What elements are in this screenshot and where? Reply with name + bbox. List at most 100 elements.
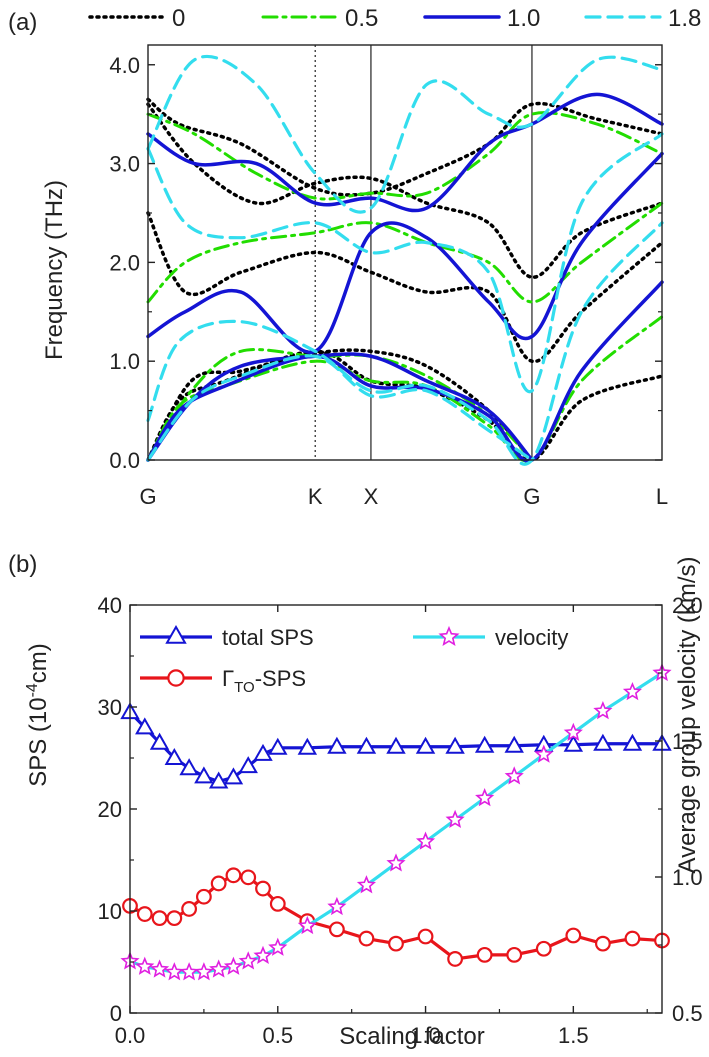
- plot-frame-b: [129, 604, 663, 1014]
- circle-marker: [240, 869, 257, 886]
- band-line-0: [146, 97, 664, 197]
- y2-tick-label: 0.5: [672, 1001, 703, 1026]
- band-line-1.0: [146, 151, 664, 355]
- triangle-marker: [297, 737, 318, 755]
- star-marker: [356, 875, 377, 894]
- band-line-1.8: [146, 221, 664, 466]
- x-tick-label: G: [139, 484, 156, 509]
- x-tick-label: X: [364, 484, 379, 509]
- legend-label-velocity: velocity: [495, 625, 568, 650]
- band-line-1.8: [146, 354, 534, 462]
- triangle-marker: [165, 624, 187, 644]
- circle-marker: [210, 875, 227, 892]
- x-axis-label-b: Scaling factor: [339, 1023, 484, 1050]
- x-tick-label: 0.5: [262, 1023, 293, 1048]
- y-tick-label: 2.0: [109, 250, 140, 275]
- y-axis-label-b-sup: -4: [24, 683, 41, 697]
- legend-gamma-tail: -SPS: [255, 666, 306, 691]
- x-tick-label: 0.0: [115, 1023, 146, 1048]
- x-tick-label: 1.5: [558, 1023, 589, 1048]
- legend-label-gamma-sps: ΓTO-SPS: [222, 666, 306, 696]
- star-marker: [253, 945, 273, 965]
- y-axis-label-b: SPS (10-4cm): [24, 643, 52, 787]
- triangle-marker: [268, 737, 288, 755]
- star-marker: [223, 956, 244, 975]
- star-marker: [504, 766, 524, 785]
- band-line-0: [146, 211, 664, 363]
- x-tick-label: G: [523, 484, 540, 509]
- legend-a: 0 0.5 1.0 1.8: [88, 5, 701, 32]
- triangle-marker: [563, 734, 584, 752]
- series-line-star: [129, 671, 663, 974]
- legend-b: total SPS ΓTO-SPS velocity: [140, 624, 568, 696]
- y-tick-label: 0: [110, 1001, 122, 1026]
- star-marker: [438, 625, 460, 646]
- y2-tick-label: 1.5: [672, 729, 703, 754]
- circle-marker: [594, 935, 611, 952]
- circle-marker: [624, 930, 641, 947]
- star-marker: [149, 959, 170, 978]
- triangle-marker: [223, 767, 244, 785]
- band-line-0: [146, 102, 664, 279]
- triangle-marker: [238, 756, 258, 774]
- panel-a-label: (a): [8, 9, 37, 36]
- star-marker: [194, 962, 214, 981]
- band-line-1.8: [146, 54, 664, 214]
- star-marker: [534, 744, 554, 763]
- triangle-marker: [356, 736, 377, 754]
- circle-marker: [269, 895, 286, 912]
- star-marker: [563, 722, 583, 741]
- star-marker: [415, 831, 436, 850]
- star-marker: [135, 956, 155, 975]
- circle-marker: [166, 910, 183, 927]
- star-marker: [238, 951, 258, 970]
- y2-tick-label: 2.0: [672, 593, 703, 618]
- triangle-marker: [386, 736, 406, 754]
- triangle-marker: [622, 733, 643, 751]
- triangle-marker: [445, 736, 465, 754]
- x-tick-label: L: [656, 484, 668, 509]
- circle-marker: [136, 906, 153, 922]
- triangle-marker: [179, 758, 199, 776]
- triangle-marker: [504, 735, 524, 753]
- legend-label-total-sps: total SPS: [222, 625, 314, 650]
- legend-label-1.0: 1.0: [507, 5, 540, 32]
- legend-gamma-sub: TO: [234, 679, 255, 696]
- band-line-1.8: [146, 132, 664, 394]
- circle-marker: [417, 928, 434, 945]
- band-line-1.0: [146, 92, 664, 213]
- legend-label-1.8: 1.8: [668, 5, 701, 32]
- circle-marker: [181, 901, 198, 917]
- triangle-marker: [164, 747, 185, 765]
- circle-marker: [565, 927, 582, 944]
- circle-marker: [388, 935, 404, 952]
- y-tick-label: 1.0: [109, 349, 140, 374]
- y-tick-label: 4.0: [109, 53, 140, 78]
- star-marker: [297, 915, 317, 935]
- sps-plot: 0 10 20 30 40 0.5 1.0 1.5 2.0 0.0 0.5 1.0 1.5 total S…: [98, 593, 703, 1048]
- circle-marker: [535, 940, 552, 957]
- circle-marker: [476, 946, 493, 963]
- circle-marker: [167, 669, 185, 687]
- star-marker: [179, 962, 199, 981]
- star-marker: [209, 959, 229, 978]
- legend-label-0: 0: [172, 5, 185, 32]
- y2-axis-label-b: Average group velocity (km/s): [674, 556, 701, 873]
- star-marker: [593, 700, 613, 720]
- band-structure-plot: 0.0 1.0 2.0 3.0 4.0 G K X G L: [109, 44, 668, 509]
- circle-marker: [328, 921, 345, 938]
- x-tick-label: K: [308, 484, 323, 509]
- y-tick-label: 0.0: [109, 448, 140, 473]
- triangle-marker: [474, 735, 495, 753]
- triangle-marker: [194, 766, 214, 784]
- plot-frame-a: [147, 44, 663, 461]
- triangle-marker: [253, 743, 273, 761]
- circle-marker: [358, 930, 375, 947]
- star-marker: [445, 809, 465, 829]
- triangle-marker: [208, 771, 229, 789]
- star-marker: [475, 788, 495, 807]
- band-line-1.0: [146, 280, 664, 463]
- legend-gamma-main: Γ: [222, 666, 234, 691]
- y-tick-label: 40: [98, 593, 122, 618]
